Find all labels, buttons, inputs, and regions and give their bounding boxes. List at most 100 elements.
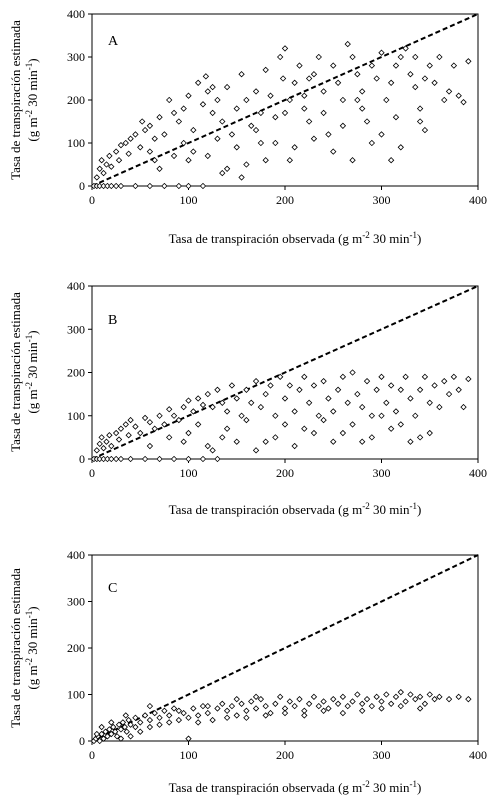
data-point: [108, 182, 115, 190]
x-tick-label: 200: [276, 193, 294, 207]
panel-a: 0 100 200 300 400 0 100 200 300 400 A Tasa de trans…: [8, 7, 487, 246]
data-point: [170, 412, 178, 419]
data-point: [199, 182, 207, 190]
data-point: [96, 737, 103, 745]
data-point: [305, 75, 313, 82]
data-point: [407, 691, 414, 698]
data-point: [175, 118, 183, 125]
data-point: [117, 141, 125, 149]
reference-line-1to1: [91, 285, 479, 460]
data-point: [334, 79, 342, 86]
x-tick-label: 0: [89, 193, 95, 207]
data-point: [151, 135, 158, 142]
data-point: [320, 698, 327, 705]
data-point: [465, 375, 472, 383]
data-point: [359, 403, 366, 411]
data-point: [436, 403, 443, 411]
data-point: [175, 182, 183, 190]
data-point: [305, 700, 313, 707]
data-point: [146, 182, 154, 190]
data-point: [223, 425, 231, 432]
y-tick-label: 0: [79, 734, 85, 748]
data-point: [378, 373, 385, 380]
data-point: [252, 126, 260, 134]
data-point: [170, 705, 178, 712]
data-point: [121, 723, 128, 731]
x-tick-label: 300: [373, 748, 391, 762]
data-point: [243, 707, 250, 714]
data-point: [115, 721, 123, 728]
data-point: [137, 719, 144, 726]
data-point: [112, 429, 120, 437]
data-point: [387, 425, 395, 432]
data-point: [170, 455, 178, 463]
data-point: [416, 386, 424, 393]
data-point: [190, 148, 197, 155]
data-point: [455, 693, 462, 700]
data-point: [214, 96, 221, 104]
y-tick-label: 400: [67, 279, 85, 293]
data-point: [272, 700, 279, 707]
data-point: [190, 408, 197, 415]
data-point: [416, 434, 424, 441]
data-point: [146, 723, 154, 731]
data-point: [426, 429, 433, 437]
data-point: [339, 693, 347, 700]
data-point: [194, 395, 202, 402]
y-tick-label: 400: [67, 7, 85, 21]
data-point: [175, 707, 183, 714]
data-point: [214, 705, 221, 712]
data-point: [407, 438, 414, 445]
data-point: [320, 707, 327, 714]
x-tick-label: 0: [89, 466, 95, 480]
data-point: [397, 386, 404, 393]
data-point: [112, 182, 120, 190]
data-point: [125, 432, 132, 439]
data-point: [339, 96, 347, 104]
data-point: [248, 122, 255, 129]
data-point: [243, 386, 250, 393]
data-point: [349, 421, 356, 428]
data-point: [223, 714, 231, 721]
panel-label: C: [108, 581, 117, 596]
data-point: [156, 455, 163, 463]
panel-c: 0 100 200 300 400 0 100 200 300 400 C Tasa de trans…: [8, 548, 487, 795]
y-tick-label: 300: [67, 595, 85, 609]
data-point: [436, 53, 443, 61]
data-point: [392, 114, 400, 121]
data-point: [421, 373, 429, 380]
data-point: [426, 691, 433, 698]
data-point: [204, 152, 211, 160]
data-point: [387, 700, 395, 707]
data-point: [170, 109, 178, 117]
data-point: [204, 442, 211, 450]
data-point: [141, 455, 149, 463]
data-point: [252, 705, 260, 712]
data-point: [378, 698, 385, 705]
data-point: [180, 105, 187, 112]
data-point: [132, 423, 139, 430]
y-axis-label: Tasa de transpiración estimada: [8, 20, 23, 180]
data-point: [257, 695, 265, 703]
data-point: [199, 702, 207, 710]
data-point: [262, 702, 269, 710]
data-point: [291, 144, 298, 151]
data-point: [228, 702, 236, 710]
data-point: [93, 730, 100, 738]
data-point: [115, 157, 123, 164]
data-point: [100, 445, 107, 452]
data-point: [378, 412, 385, 419]
data-point: [363, 377, 371, 385]
x-axis-label: Tasa de transpiración observada (g m-2 3…: [169, 230, 422, 246]
data-point: [202, 73, 210, 80]
data-point: [117, 455, 125, 463]
data-point: [185, 397, 192, 404]
data-point: [96, 440, 103, 448]
data-point: [344, 702, 351, 710]
data-point: [146, 419, 154, 426]
x-tick-label: 400: [469, 193, 487, 207]
data-point: [125, 150, 132, 157]
data-point: [359, 707, 366, 714]
data-point: [320, 109, 327, 117]
data-point: [349, 53, 356, 61]
